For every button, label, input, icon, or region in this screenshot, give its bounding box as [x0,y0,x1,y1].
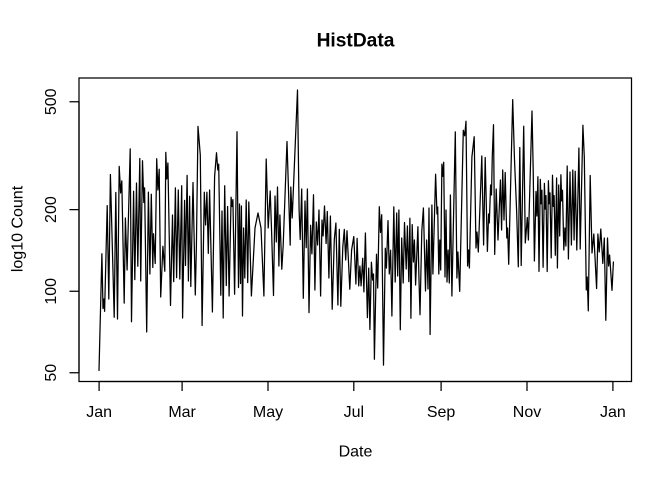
svg-text:Date: Date [339,444,373,461]
svg-text:Jul: Jul [344,404,364,421]
svg-text:HistData: HistData [317,31,395,52]
svg-text:500: 500 [43,88,60,115]
svg-text:May: May [253,404,283,421]
svg-text:Sep: Sep [427,404,456,421]
svg-text:log10 Count: log10 Count [9,185,26,272]
svg-text:200: 200 [43,196,60,223]
svg-text:Jan: Jan [600,404,626,421]
svg-text:100: 100 [43,278,60,305]
svg-text:Nov: Nov [513,404,541,421]
svg-text:Mar: Mar [168,404,196,421]
svg-text:Jan: Jan [86,404,112,421]
svg-text:50: 50 [43,364,60,382]
